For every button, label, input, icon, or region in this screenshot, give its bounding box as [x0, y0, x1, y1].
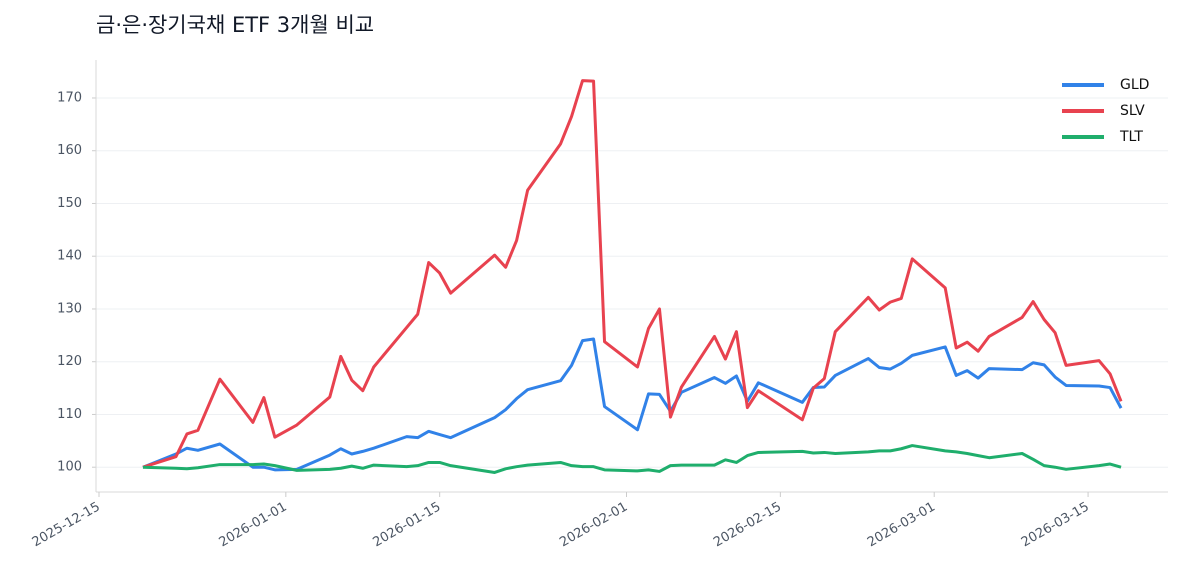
series-line [142, 444, 1122, 474]
y-tick-label: 130 [57, 301, 82, 316]
legend-label: TLT [1119, 129, 1143, 145]
x-tick-label: 2026-03-15 [1019, 500, 1092, 551]
y-tick-label: 170 [57, 90, 82, 105]
y-tick-label: 120 [57, 354, 82, 369]
x-tick-label: 2026-01-01 [217, 500, 290, 551]
x-tick-label: 2026-02-01 [557, 500, 630, 551]
y-tick-label: 110 [57, 407, 82, 422]
y-tick-label: 140 [57, 249, 82, 264]
x-tick-label: 2025-12-15 [30, 500, 103, 551]
y-tick-label: 100 [57, 460, 82, 475]
x-tick-label: 2026-03-01 [865, 500, 938, 551]
chart-title: 금·은·장기국채 ETF 3개월 비교 [96, 13, 374, 37]
y-tick-label: 160 [57, 143, 82, 158]
x-tick-label: 2026-01-15 [370, 500, 443, 551]
series-line [142, 337, 1123, 472]
y-tick-label: 150 [57, 196, 82, 211]
x-tick-label: 2026-02-15 [711, 500, 784, 551]
series-line [142, 79, 1123, 469]
legend-label: GLD [1120, 77, 1149, 93]
legend-label: SLV [1120, 103, 1145, 119]
